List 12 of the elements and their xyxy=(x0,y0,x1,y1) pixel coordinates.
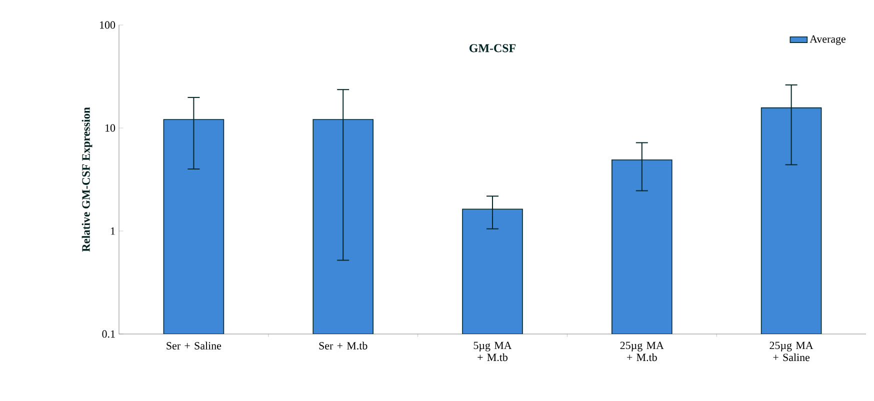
y-axis-title: Relative GM-CSF Expression xyxy=(82,107,92,252)
y-tick-label: 100 xyxy=(100,21,116,29)
x-tick-label: 25µg MA + M.tb xyxy=(620,342,664,362)
x-tick-label: Ser + M.tb xyxy=(319,342,368,350)
legend-label: Average xyxy=(810,35,846,45)
text: GM-CSF xyxy=(470,44,516,52)
y-tick-label: 0.1 xyxy=(102,330,115,338)
x-tick-label: 5µg MA + M.tb xyxy=(474,342,512,362)
x-tick-label: 25µg MA + Saline xyxy=(770,342,814,362)
x-tick-label: Ser + Saline xyxy=(166,342,222,350)
y-tick-label: 10 xyxy=(105,124,116,132)
y-tick-label: 1 xyxy=(110,227,115,235)
